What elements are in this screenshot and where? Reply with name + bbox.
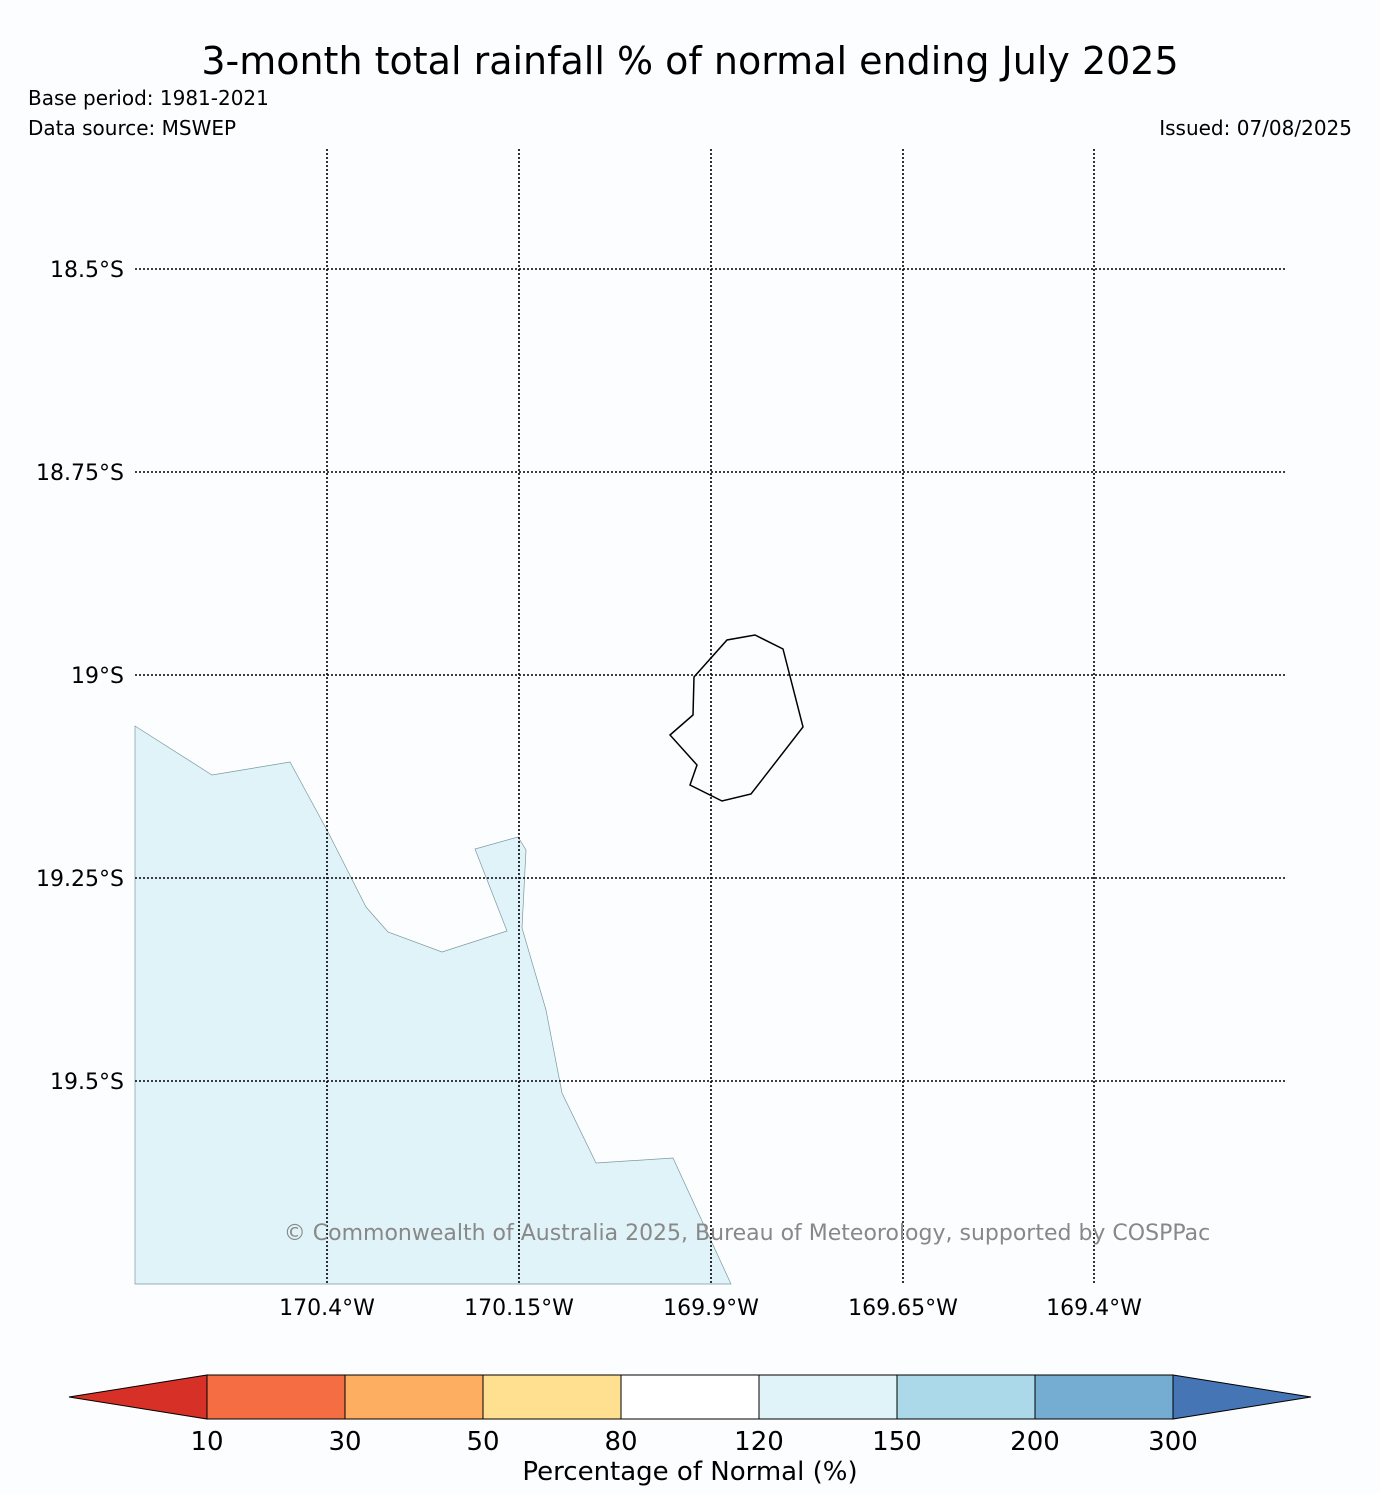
colorbar-segment-30-50 (344, 1374, 484, 1420)
copyright-notice: © Commonwealth of Australia 2025, Bureau… (284, 1221, 1210, 1246)
colorbar-tick-80: 80 (604, 1427, 637, 1457)
lat-label-18-5: 18.5°S (50, 258, 124, 283)
issued-date-text: Issued: 07/08/2025 (1159, 116, 1352, 140)
lat-label-19: 19°S (71, 664, 124, 689)
colorbar-tick-200: 200 (1010, 1427, 1060, 1457)
colorbar-segment-50-80 (482, 1374, 622, 1420)
colorbar-tick-30: 30 (328, 1427, 361, 1457)
lon-label-169-4: 169.4°W (1046, 1296, 1142, 1321)
colorbar-segment-150-200 (896, 1374, 1036, 1420)
data-source-text: Data source: MSWEP (28, 116, 237, 140)
colorbar-tick-150: 150 (872, 1427, 922, 1457)
island-outline (668, 634, 804, 802)
lon-label-170-15: 170.15°W (464, 1296, 574, 1321)
colorbar-tick-50: 50 (466, 1427, 499, 1457)
colorbar-segment-10-30 (206, 1374, 346, 1420)
colorbar-title: Percentage of Normal (%) (522, 1457, 857, 1487)
colorbar-segment-120-150 (758, 1374, 898, 1420)
lat-label-18-75: 18.75°S (36, 461, 124, 486)
colorbar-extend-high (1172, 1374, 1312, 1420)
map-plot-area: 18.5°S 18.75°S 19°S 19.25°S 19.5°S 170.4… (36, 149, 1286, 1321)
lon-label-170-4: 170.4°W (279, 1296, 375, 1321)
lat-label-19-25: 19.25°S (36, 867, 124, 892)
rainfall-region-120-150 (134, 725, 732, 1285)
colorbar-tick-10: 10 (190, 1427, 223, 1457)
longitude-gridlines (326, 149, 1095, 1284)
lon-label-169-65: 169.65°W (848, 1296, 958, 1321)
base-period-text: Base period: 1981-2021 (28, 86, 269, 110)
lon-label-169-9: 169.9°W (663, 1296, 759, 1321)
colorbar: 10 30 50 80 120 150 200 300 Percentage o… (68, 1374, 1312, 1487)
map-title: 3-month total rainfall % of normal endin… (201, 39, 1179, 83)
colorbar-tick-300: 300 (1148, 1427, 1198, 1457)
colorbar-tick-120: 120 (734, 1427, 784, 1457)
colorbar-segment-200-300 (1034, 1374, 1174, 1420)
colorbar-segment-80-120 (620, 1374, 760, 1420)
colorbar-extend-low (68, 1374, 208, 1420)
lat-label-19-5: 19.5°S (50, 1070, 124, 1095)
